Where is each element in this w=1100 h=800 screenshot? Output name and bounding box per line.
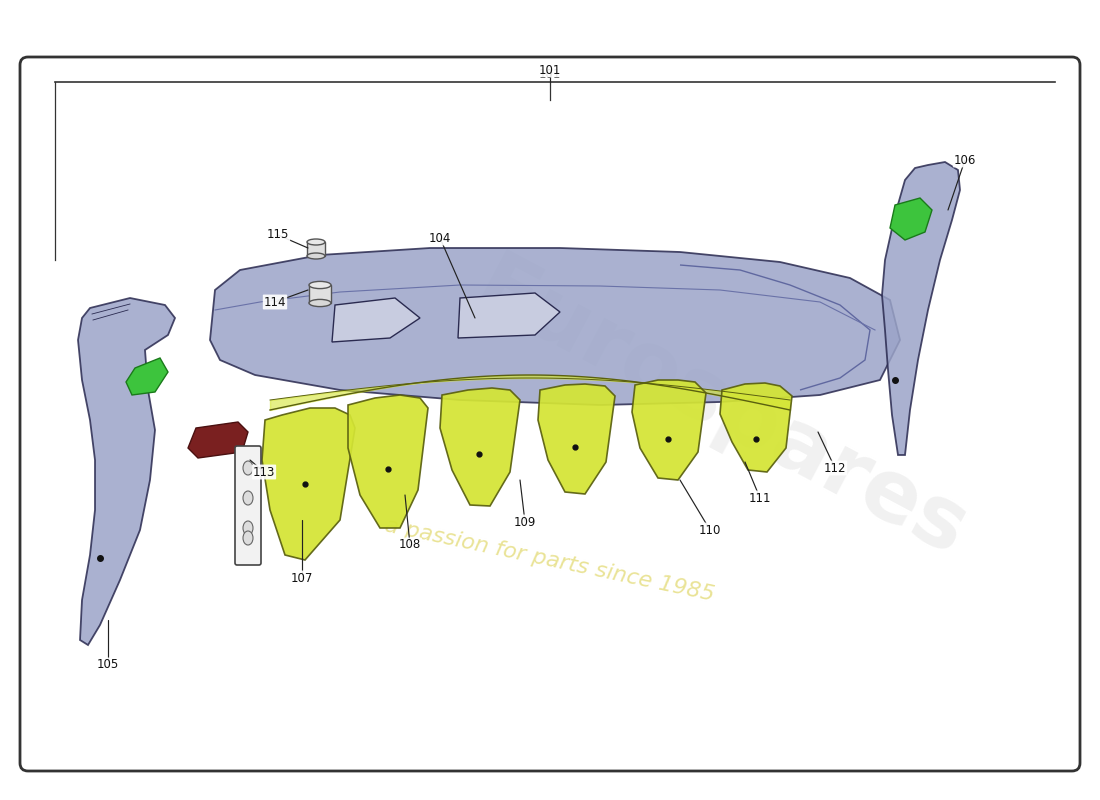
Ellipse shape <box>243 531 253 545</box>
Text: 105: 105 <box>97 658 119 671</box>
Polygon shape <box>78 298 175 645</box>
Polygon shape <box>126 358 168 395</box>
Polygon shape <box>538 384 615 494</box>
Ellipse shape <box>307 253 324 259</box>
FancyBboxPatch shape <box>235 446 261 565</box>
Polygon shape <box>458 293 560 338</box>
Polygon shape <box>440 388 520 506</box>
Polygon shape <box>210 248 900 405</box>
Text: 101: 101 <box>539 63 561 77</box>
Text: 107: 107 <box>290 571 314 585</box>
Ellipse shape <box>243 521 253 535</box>
Text: a passion for parts since 1985: a passion for parts since 1985 <box>384 515 716 605</box>
Polygon shape <box>332 298 420 342</box>
Text: 108: 108 <box>399 538 421 551</box>
Polygon shape <box>188 422 248 458</box>
Ellipse shape <box>243 491 253 505</box>
Text: 109: 109 <box>514 515 536 529</box>
Text: 101: 101 <box>539 67 561 81</box>
Ellipse shape <box>309 299 331 306</box>
Text: Eurospares: Eurospares <box>460 246 980 574</box>
Text: 114: 114 <box>264 295 286 309</box>
FancyBboxPatch shape <box>309 285 331 303</box>
Text: 113: 113 <box>253 466 275 478</box>
Ellipse shape <box>243 461 253 475</box>
Text: 106: 106 <box>954 154 976 166</box>
Ellipse shape <box>307 239 324 245</box>
Text: 111: 111 <box>749 491 771 505</box>
FancyBboxPatch shape <box>307 242 324 256</box>
Polygon shape <box>632 380 706 480</box>
Polygon shape <box>262 408 355 560</box>
Text: 115: 115 <box>267 229 289 242</box>
Text: 110: 110 <box>698 523 722 537</box>
Polygon shape <box>882 162 960 455</box>
Ellipse shape <box>309 282 331 289</box>
Text: 112: 112 <box>824 462 846 474</box>
Polygon shape <box>890 198 932 240</box>
Polygon shape <box>348 395 428 528</box>
Polygon shape <box>720 383 792 472</box>
Text: 104: 104 <box>429 231 451 245</box>
